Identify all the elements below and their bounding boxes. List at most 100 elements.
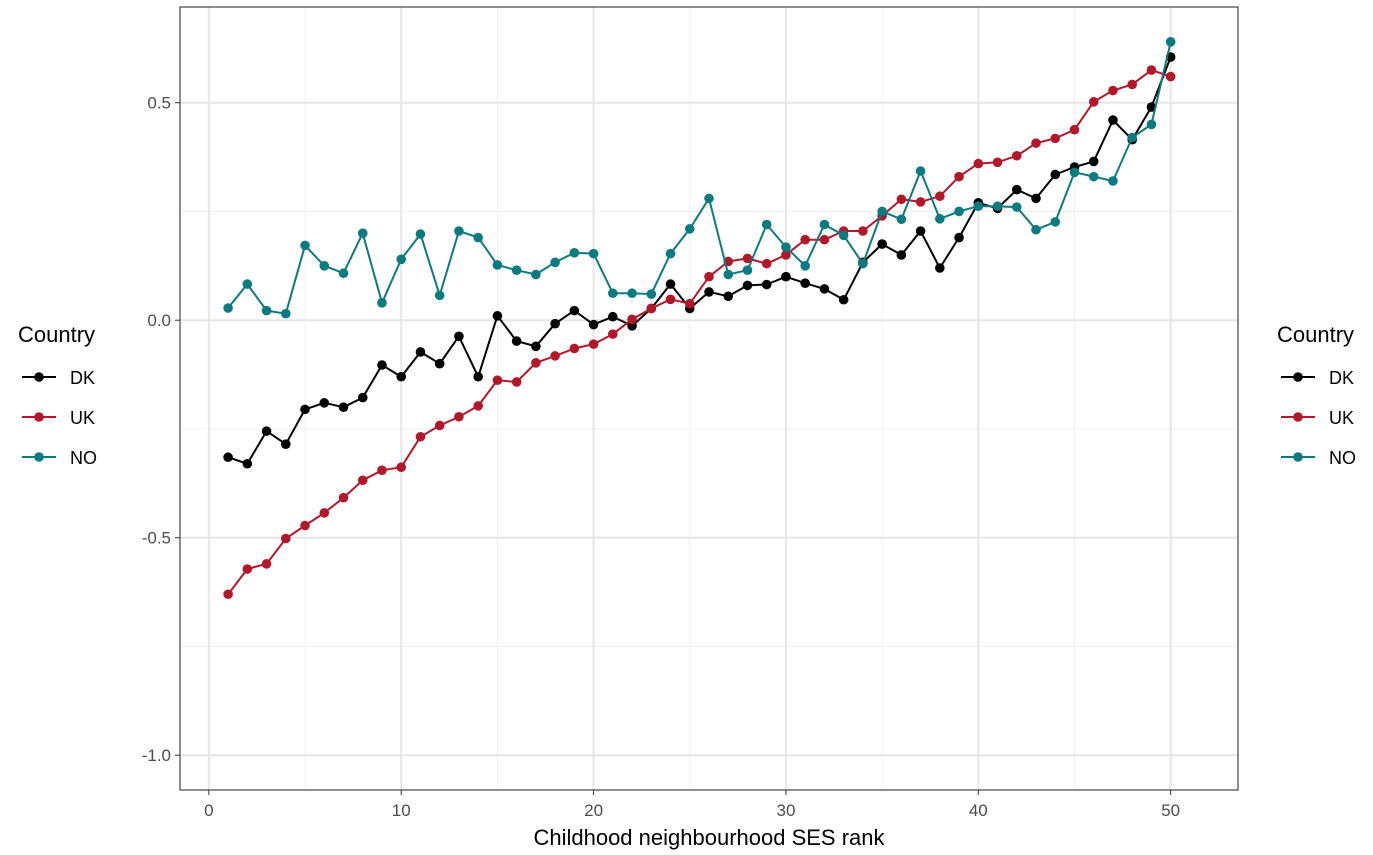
data-point-dk <box>896 250 907 260</box>
data-point-dk <box>761 279 772 290</box>
data-point-no <box>377 298 387 308</box>
minor-gridlines <box>180 7 1238 790</box>
data-point-uk <box>396 462 407 473</box>
data-point-dk <box>935 263 945 273</box>
x-tick-label: 20 <box>584 801 603 820</box>
data-point-uk <box>665 294 676 305</box>
data-point-no <box>588 248 599 259</box>
data-point-no <box>281 308 291 319</box>
legend-key-point <box>34 452 44 462</box>
data-point-no <box>608 288 618 299</box>
data-point-no <box>684 224 695 234</box>
y-tick-label: 0.5 <box>147 94 171 113</box>
data-point-uk <box>319 508 330 518</box>
data-point-no <box>1069 167 1080 178</box>
data-point-dk <box>531 341 541 352</box>
y-axis-ticks: 0.5 0.0 -0.5 -1.0 <box>142 94 180 765</box>
data-point-uk <box>608 329 618 339</box>
data-point-uk <box>742 253 753 264</box>
data-point-no <box>473 232 483 243</box>
data-point-no <box>761 219 772 230</box>
data-point-uk <box>915 197 926 207</box>
legend-label: DK <box>70 368 95 388</box>
data-point-uk <box>858 226 868 236</box>
data-point-no <box>819 219 830 230</box>
data-point-uk <box>781 250 791 260</box>
data-point-no <box>415 229 426 239</box>
data-point-uk <box>1108 85 1118 96</box>
data-point-dk <box>319 398 330 408</box>
data-point-dk <box>588 319 599 330</box>
legend-label: UK <box>1329 408 1354 428</box>
data-point-uk <box>1088 97 1099 107</box>
legend-label: DK <box>1329 368 1354 388</box>
legend-title: Country <box>1277 322 1354 347</box>
legend-item-no: NO <box>1281 448 1356 468</box>
data-point-no <box>935 214 945 224</box>
data-point-dk <box>877 239 887 249</box>
data-point-dk <box>723 291 734 302</box>
data-point-uk <box>935 191 945 202</box>
data-point-uk <box>434 420 445 431</box>
data-point-uk <box>300 520 310 531</box>
data-point-no <box>1050 217 1061 227</box>
data-point-no <box>300 240 310 251</box>
x-axis-title: Childhood neighbourhood SES rank <box>533 825 885 850</box>
legend-item-uk: UK <box>1281 408 1354 428</box>
legend-key-point <box>1293 412 1303 422</box>
legend-right: Country DK UK NO <box>1277 322 1356 468</box>
data-point-dk <box>511 336 522 346</box>
data-point-dk <box>454 331 464 342</box>
data-point-no <box>1127 132 1137 143</box>
data-point-no <box>1088 171 1099 182</box>
data-point-dk <box>550 318 560 329</box>
data-point-no <box>877 206 887 217</box>
data-point-no <box>838 230 849 241</box>
data-point-dk <box>608 311 618 322</box>
data-point-dk <box>742 280 753 291</box>
data-point-uk <box>223 589 233 600</box>
major-gridlines <box>180 7 1238 790</box>
data-point-no <box>896 214 907 225</box>
data-point-dk <box>357 392 368 403</box>
data-point-dk <box>1011 184 1022 195</box>
data-point-dk <box>1146 102 1157 112</box>
data-point-no <box>992 201 1003 212</box>
data-point-uk <box>415 431 426 442</box>
legend-key-point <box>34 372 44 382</box>
legend-label: NO <box>1329 448 1356 468</box>
data-point-dk <box>492 311 503 321</box>
data-point-no <box>338 268 349 279</box>
x-tick-label: 0 <box>204 801 213 820</box>
data-point-no <box>723 269 734 280</box>
data-point-dk <box>838 294 849 305</box>
data-point-uk <box>819 234 830 245</box>
data-point-dk <box>434 358 445 369</box>
data-point-uk <box>1127 79 1137 90</box>
data-point-no <box>800 261 810 271</box>
data-point-dk <box>338 402 349 413</box>
legend-item-dk: DK <box>1281 368 1354 388</box>
data-point-dk <box>915 226 926 236</box>
data-point-uk <box>1031 138 1041 148</box>
data-point-uk <box>550 351 560 361</box>
data-point-uk <box>1069 124 1080 135</box>
data-point-uk <box>954 171 964 182</box>
data-point-dk <box>954 232 964 243</box>
data-point-uk <box>338 492 349 503</box>
series-no <box>223 37 1176 319</box>
data-point-uk <box>377 465 387 476</box>
data-point-dk <box>242 458 253 469</box>
data-point-no <box>954 206 964 217</box>
data-point-uk <box>531 358 541 368</box>
series-uk <box>223 65 1176 600</box>
data-point-uk <box>454 411 464 422</box>
data-point-no <box>1165 37 1176 47</box>
data-point-dk <box>781 271 791 282</box>
data-point-uk <box>281 533 291 544</box>
data-point-uk <box>242 564 253 574</box>
data-point-dk <box>223 452 233 463</box>
data-point-no <box>742 265 753 275</box>
data-point-uk <box>704 271 714 282</box>
data-point-dk <box>1031 193 1041 204</box>
